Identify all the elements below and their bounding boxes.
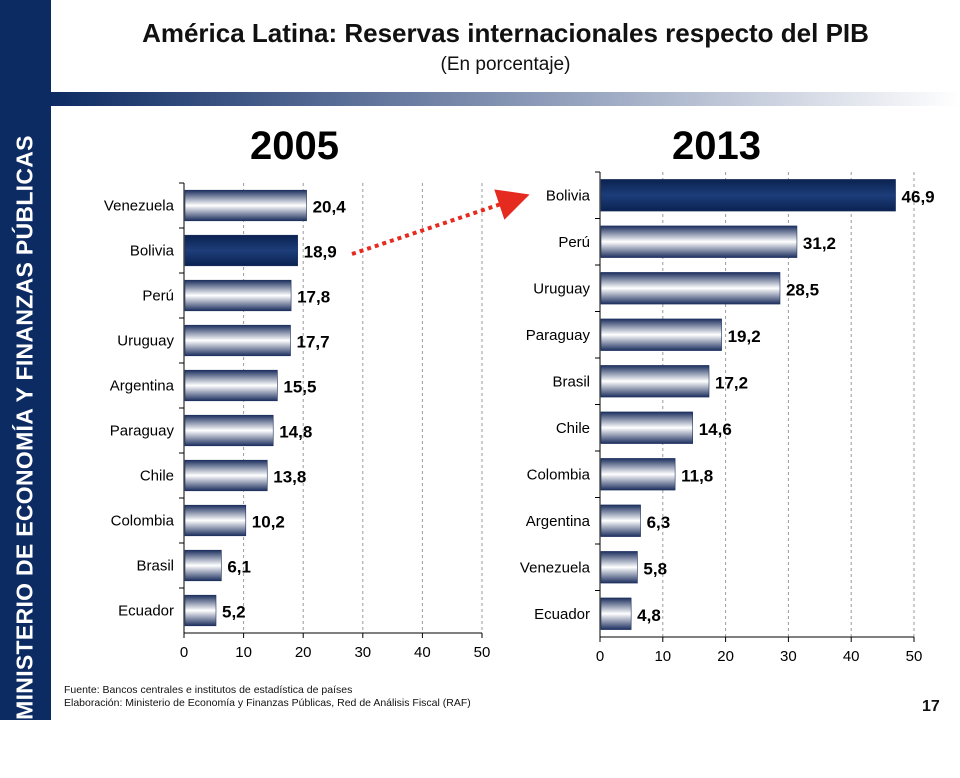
value-label: 17,2 bbox=[715, 373, 748, 392]
category-label: Chile bbox=[140, 468, 174, 485]
value-label: 19,2 bbox=[728, 327, 761, 346]
bar bbox=[184, 414, 274, 447]
value-label: 14,8 bbox=[279, 423, 312, 442]
value-label: 4,8 bbox=[637, 606, 661, 625]
x-tick-label: 10 bbox=[654, 648, 671, 665]
value-label: 31,2 bbox=[803, 234, 836, 253]
category-label: Perú bbox=[142, 288, 174, 305]
bar bbox=[600, 551, 638, 584]
bar bbox=[184, 324, 291, 357]
category-label: Bolivia bbox=[546, 187, 591, 204]
x-tick-label: 30 bbox=[780, 648, 797, 665]
category-label: Uruguay bbox=[117, 333, 174, 350]
bar bbox=[184, 459, 268, 492]
page-number: 17 bbox=[922, 698, 940, 715]
category-label: Bolivia bbox=[130, 243, 175, 260]
bar bbox=[184, 279, 292, 312]
category-label: Chile bbox=[556, 420, 590, 437]
bar bbox=[600, 458, 676, 491]
x-tick-label: 50 bbox=[906, 648, 923, 665]
category-label: Brasil bbox=[552, 373, 590, 390]
category-label: Perú bbox=[558, 234, 590, 251]
category-label: Ecuador bbox=[534, 606, 590, 623]
x-tick-label: 40 bbox=[843, 648, 860, 665]
bar bbox=[184, 189, 307, 222]
bar bbox=[600, 318, 722, 351]
category-label: Argentina bbox=[526, 513, 591, 530]
page-title: América Latina: Reservas internacionales… bbox=[142, 18, 869, 48]
chart-2005: 0 10 20 30 40 50 Venezuela 20,4 Bolivia 18,9 Perú 1… bbox=[104, 182, 491, 661]
x-tick-label: 0 bbox=[180, 644, 188, 661]
value-label: 6,3 bbox=[647, 513, 671, 532]
bar bbox=[184, 369, 278, 402]
x-tick-label: 40 bbox=[414, 644, 431, 661]
bar bbox=[184, 504, 247, 537]
value-label: 20,4 bbox=[313, 198, 347, 217]
value-label: 10,2 bbox=[252, 513, 285, 532]
value-label: 17,8 bbox=[297, 288, 330, 307]
chart-2005-title: 2005 bbox=[250, 124, 339, 168]
category-label: Ecuador bbox=[118, 603, 174, 620]
header-rule bbox=[51, 92, 960, 106]
bar bbox=[600, 597, 632, 630]
category-label: Paraguay bbox=[110, 423, 175, 440]
footer-notes: Fuente: Bancos centrales e institutos de… bbox=[64, 684, 471, 710]
category-label: Uruguay bbox=[533, 280, 590, 297]
category-label: Venezuela bbox=[520, 559, 591, 576]
bar bbox=[600, 272, 781, 305]
bar bbox=[600, 225, 798, 258]
bar bbox=[184, 549, 222, 582]
page-subtitle: (En porcentaje) bbox=[440, 54, 571, 75]
value-label: 14,6 bbox=[699, 420, 732, 439]
x-tick-label: 10 bbox=[235, 644, 252, 661]
bar bbox=[600, 365, 710, 398]
value-label: 11,8 bbox=[681, 466, 713, 485]
value-label: 15,5 bbox=[283, 378, 316, 397]
bar bbox=[184, 594, 217, 627]
chart-2013-title: 2013 bbox=[672, 124, 761, 168]
value-label: 5,2 bbox=[222, 603, 246, 622]
category-label: Colombia bbox=[527, 466, 591, 483]
value-label: 13,8 bbox=[273, 468, 306, 487]
bar bbox=[184, 234, 298, 267]
category-label: Paraguay bbox=[526, 327, 591, 344]
value-label: 46,9 bbox=[902, 187, 935, 206]
category-label: Colombia bbox=[111, 513, 175, 530]
bar bbox=[600, 179, 896, 212]
chart-2013: 0 10 20 30 40 50 Bolivia 46,9 Perú 31,2 Uruguay 28,… bbox=[520, 171, 935, 665]
value-label: 17,7 bbox=[296, 333, 329, 352]
bar bbox=[600, 504, 641, 537]
category-label: Brasil bbox=[136, 558, 174, 575]
footer-source: Fuente: Bancos centrales e institutos de… bbox=[64, 684, 353, 696]
category-label: Argentina bbox=[110, 378, 175, 395]
x-tick-label: 30 bbox=[354, 644, 371, 661]
footer-elaboration: Elaboración: Ministerio de Economía y Fi… bbox=[64, 697, 471, 709]
comparison-arrow bbox=[351, 189, 530, 256]
value-label: 5,8 bbox=[643, 559, 667, 578]
charts-canvas: 0 10 20 30 40 50 Venezuela 20,4 Bolivia 18,9 Perú 1… bbox=[104, 171, 935, 665]
x-tick-label: 50 bbox=[474, 644, 491, 661]
category-label: Venezuela bbox=[104, 198, 175, 215]
value-label: 18,9 bbox=[304, 243, 337, 262]
value-label: 28,5 bbox=[786, 280, 819, 299]
value-label: 6,1 bbox=[227, 558, 251, 577]
x-tick-label: 0 bbox=[596, 648, 604, 665]
x-tick-label: 20 bbox=[295, 644, 312, 661]
x-tick-label: 20 bbox=[717, 648, 734, 665]
bar bbox=[600, 411, 693, 444]
ministry-sidebar: MINISTERIO DE ECONOMÍA Y FINANZAS PÚBLIC… bbox=[0, 0, 51, 720]
